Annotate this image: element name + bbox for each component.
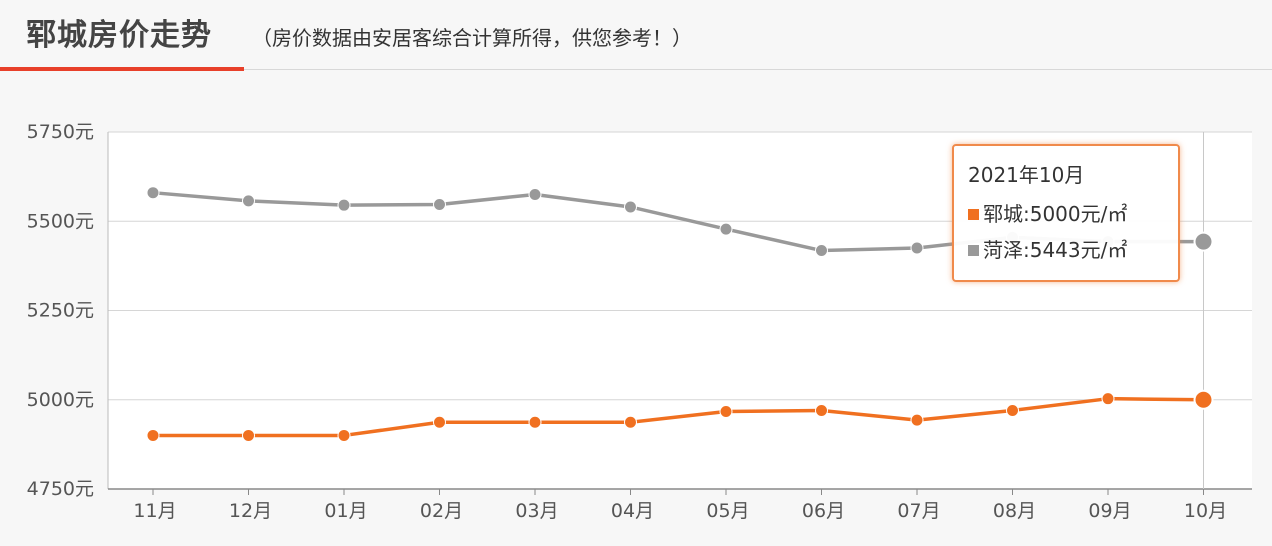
x-tick-label: 01月 <box>324 500 367 522</box>
x-tick-label: 07月 <box>897 500 940 522</box>
x-tick-label: 08月 <box>993 500 1036 522</box>
chart-header: 郓城房价走势 （房价数据由安居客综合计算所得，供您参考！） <box>0 0 1272 72</box>
x-tick-label: 05月 <box>706 500 749 522</box>
tooltip-title: 2021年10月 <box>968 163 1085 187</box>
y-tick-label: 5500元 <box>27 210 94 232</box>
chart-tooltip: 2021年10月 郓城:5000元/㎡ 菏泽:5443元/㎡ <box>952 144 1180 282</box>
y-tick-label: 4750元 <box>27 478 94 500</box>
x-tick-label: 09月 <box>1088 500 1131 522</box>
x-tick-label: 10月 <box>1184 500 1227 522</box>
page-subtitle: （房价数据由安居客综合计算所得，供您参考！） <box>252 26 692 50</box>
data-point-0 <box>528 187 542 201</box>
data-point-1 <box>815 403 828 417</box>
data-point-1 <box>1101 392 1115 406</box>
data-point-1 <box>719 405 733 419</box>
data-point-0 <box>815 244 828 258</box>
header-accent-bar <box>0 67 244 71</box>
x-tick-label: 04月 <box>611 500 654 522</box>
tooltip-label-yuncheng: 郓城:5000元/㎡ <box>983 202 1128 226</box>
y-tick-label: 5000元 <box>27 389 94 411</box>
x-tick-label: 03月 <box>515 500 558 522</box>
data-point-1 <box>146 428 160 442</box>
x-tick-label: 11月 <box>133 500 176 522</box>
data-point-1 <box>910 413 924 427</box>
series-line-1 <box>153 396 1204 438</box>
data-point-0 <box>1193 231 1214 252</box>
yuncheng-legend-square <box>968 208 979 220</box>
data-point-1 <box>624 415 637 429</box>
page-title: 郓城房价走势 <box>26 18 212 53</box>
x-tick-label: 06月 <box>802 500 845 522</box>
data-point-1 <box>337 428 351 442</box>
x-tick-label: 12月 <box>229 500 272 522</box>
data-point-1 <box>1193 389 1214 410</box>
data-point-0 <box>624 200 637 214</box>
data-point-0 <box>242 194 255 208</box>
y-tick-label: 5750元 <box>27 121 94 143</box>
tooltip-row-heze: 菏泽:5443元/㎡ <box>968 232 1178 268</box>
data-point-0 <box>146 186 160 200</box>
heze-legend-square <box>968 244 979 256</box>
header-divider <box>0 69 1272 70</box>
data-point-1 <box>433 415 446 429</box>
data-point-0 <box>433 197 446 211</box>
data-point-1 <box>242 428 255 442</box>
data-point-1 <box>1006 403 1019 417</box>
y-tick-label: 5250元 <box>27 300 94 322</box>
tooltip-row-yuncheng: 郓城:5000元/㎡ <box>968 196 1178 232</box>
data-point-1 <box>528 415 542 429</box>
x-tick-label: 02月 <box>420 500 463 522</box>
data-point-0 <box>719 222 733 236</box>
tooltip-label-heze: 菏泽:5443元/㎡ <box>983 238 1128 262</box>
data-point-0 <box>337 198 351 212</box>
data-point-0 <box>910 241 924 255</box>
